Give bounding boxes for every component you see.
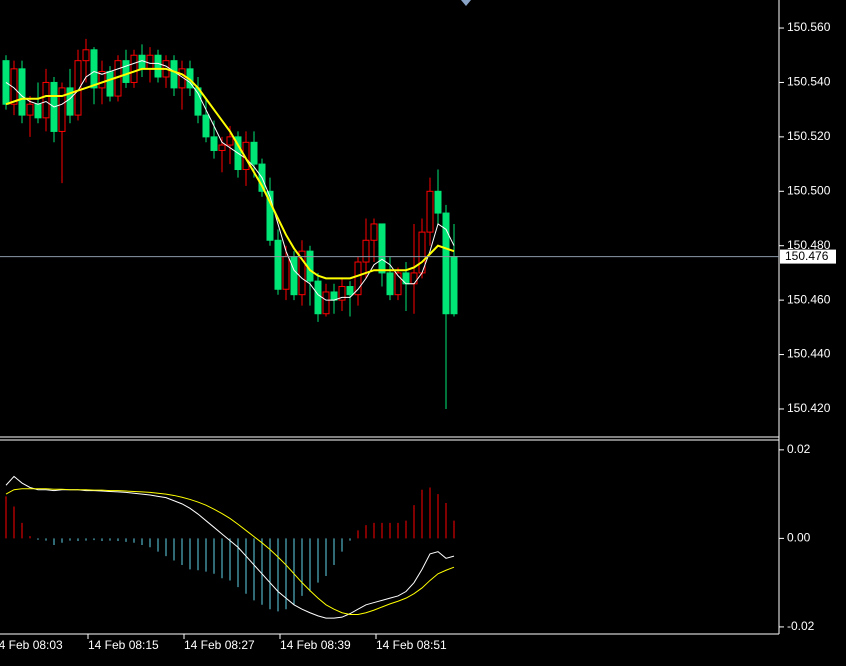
y-tick-label: 150.420 [787, 401, 831, 415]
candle-body [178, 68, 186, 89]
candle-body [450, 256, 458, 315]
candle-body [266, 190, 274, 241]
candle-body [442, 212, 450, 315]
candle-body [210, 136, 218, 151]
y-tick-label: 150.520 [787, 129, 831, 143]
x-tick-label: 14 Feb 08:27 [184, 638, 255, 652]
candle-body [218, 144, 226, 151]
candle-body [338, 286, 346, 301]
candle-body [98, 71, 106, 89]
y-tick-label: -0.02 [787, 619, 815, 633]
candle-body [154, 54, 162, 78]
candle-body [434, 190, 442, 214]
candle-body [346, 286, 354, 296]
y-tick-label: 150.440 [787, 347, 831, 361]
candle-body [42, 81, 50, 119]
y-tick-label: 150.480 [787, 238, 831, 252]
candle-body [106, 71, 114, 97]
indicator-line [5, 60, 455, 301]
candle-body [226, 136, 234, 146]
y-tick-label: 150.540 [787, 75, 831, 89]
candle-body [378, 223, 386, 274]
candle-body [354, 261, 362, 296]
x-tick-label: 14 Feb 08:39 [280, 638, 351, 652]
x-tick-label: 14 Feb 08:51 [376, 638, 447, 652]
candle-body [394, 272, 402, 296]
candle-body [170, 60, 178, 89]
y-tick-label: 150.560 [787, 20, 831, 34]
candle-body [362, 239, 370, 263]
candle-body [90, 49, 98, 89]
candle-body [202, 114, 210, 138]
candle-body [250, 141, 258, 165]
candle-body [130, 54, 138, 83]
candle-body [274, 239, 282, 290]
candle-body [298, 250, 306, 296]
scroll-marker [461, 0, 471, 6]
candle-body [314, 280, 322, 315]
candle-body [66, 87, 74, 116]
candle-body [426, 190, 434, 233]
indicator-line [5, 488, 455, 616]
candle-body [26, 103, 34, 116]
last-price-box [780, 249, 836, 264]
candle-body [82, 49, 90, 62]
candle-body [410, 272, 418, 285]
candle-body [18, 68, 26, 116]
candle-body [122, 60, 130, 83]
y-tick-label: 0.00 [787, 531, 811, 545]
candle-body [322, 291, 330, 315]
candle-body [10, 68, 18, 105]
x-tick-label: 14 Feb 08:15 [88, 638, 159, 652]
candle-body [290, 256, 298, 296]
y-tick-label: 0.02 [787, 442, 811, 456]
candle-body [74, 60, 82, 116]
y-tick-label: 150.500 [787, 183, 831, 197]
x-tick-label: 14 Feb 08:03 [0, 638, 63, 652]
candle-body [282, 256, 290, 290]
candle-body [242, 141, 250, 171]
candle-body [138, 54, 146, 70]
candle-body [58, 87, 66, 132]
last-price-label: 150.476 [785, 249, 829, 263]
indicator-line [5, 67, 455, 280]
candle-body [34, 103, 42, 119]
y-tick-label: 150.460 [787, 292, 831, 306]
candle-body [146, 54, 154, 70]
candle-body [370, 223, 378, 241]
candle-body [386, 272, 394, 296]
